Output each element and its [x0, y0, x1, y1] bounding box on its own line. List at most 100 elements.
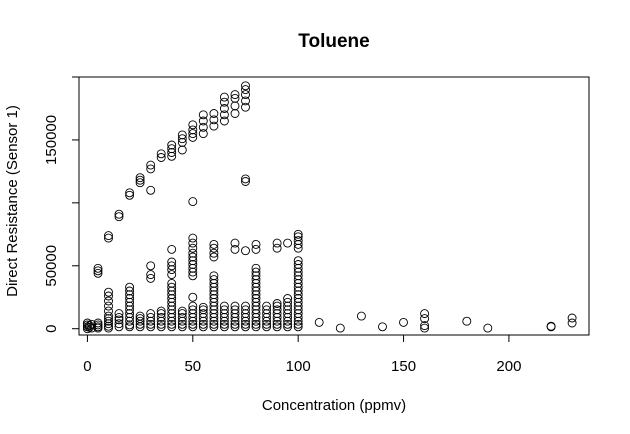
data-point [241, 102, 250, 112]
data-point [241, 322, 250, 332]
data-point [293, 236, 303, 246]
data-point [272, 322, 282, 332]
data-point [188, 243, 198, 253]
data-point [188, 125, 198, 135]
data-point [177, 137, 187, 147]
data-point [167, 322, 177, 332]
data-point [262, 322, 272, 332]
data-point [283, 305, 293, 315]
data-point [219, 319, 229, 329]
data-point [177, 130, 187, 140]
data-point [177, 319, 187, 329]
data-point [167, 270, 177, 280]
data-point [241, 246, 250, 256]
data-point [230, 90, 240, 100]
data-point [156, 309, 166, 319]
data-point [272, 243, 282, 253]
data-point [272, 299, 282, 308]
data-point [177, 306, 187, 316]
data-point [272, 305, 282, 315]
data-point [104, 311, 113, 321]
x-tick-label: 200 [496, 358, 521, 375]
data-point [188, 132, 198, 142]
data-point [146, 185, 156, 195]
data-point [177, 322, 187, 332]
data-point [198, 302, 208, 312]
x-tick-label: 100 [286, 358, 311, 375]
data-point [209, 319, 219, 329]
data-point [251, 290, 261, 300]
chart-title: Toluene [298, 31, 369, 52]
data-point [219, 97, 229, 107]
data-point [188, 292, 198, 302]
data-point [283, 294, 293, 303]
data-point [209, 243, 219, 253]
data-point [251, 294, 261, 303]
data-point [188, 252, 198, 262]
data-point [241, 90, 250, 100]
data-point [251, 275, 261, 285]
data-point [546, 321, 556, 331]
y-tick-label: 0 [43, 325, 60, 333]
data-point [209, 290, 219, 300]
data-point [209, 271, 219, 281]
data-point [125, 190, 135, 200]
data-point [293, 232, 303, 242]
data-point [483, 323, 493, 333]
data-point [156, 322, 166, 332]
data-point [219, 104, 229, 113]
data-point [335, 323, 345, 333]
data-point [167, 294, 177, 303]
data-point [135, 175, 145, 185]
data-point [198, 110, 208, 120]
data-point [241, 309, 250, 319]
data-point [188, 322, 198, 332]
data-point [114, 212, 124, 222]
data-point [188, 248, 198, 258]
data-point [230, 238, 240, 248]
data-point [104, 301, 113, 311]
data-point [146, 322, 156, 332]
data-points [82, 81, 577, 334]
data-point [209, 275, 219, 285]
data-point [209, 239, 219, 249]
data-point [104, 291, 113, 301]
data-point [241, 174, 250, 184]
data-point [293, 319, 303, 329]
data-point [251, 319, 261, 329]
data-point [230, 101, 240, 111]
data-point [156, 306, 166, 316]
data-point [209, 121, 219, 131]
data-point [293, 294, 303, 303]
data-point [230, 93, 240, 103]
data-point [125, 320, 135, 330]
data-point [209, 115, 219, 125]
data-point [188, 256, 198, 266]
data-point [230, 322, 240, 332]
data-point [104, 231, 113, 241]
data-point [251, 309, 261, 319]
data-point [219, 301, 229, 311]
data-point [198, 309, 208, 319]
y-axis-label: Direct Resistance (Sensor 1) [4, 105, 21, 297]
data-point [177, 309, 187, 319]
data-point [167, 257, 177, 267]
data-point [420, 321, 430, 331]
data-point [262, 319, 272, 329]
data-point [135, 314, 145, 324]
data-point [293, 290, 303, 300]
data-point [114, 309, 124, 319]
data-point [167, 290, 177, 300]
data-point [167, 309, 177, 319]
data-point [283, 319, 293, 329]
data-point [567, 313, 577, 323]
data-point [230, 244, 240, 254]
x-tick-label: 50 [184, 358, 201, 375]
data-point [219, 116, 229, 126]
data-point [241, 177, 250, 186]
data-point [283, 238, 293, 248]
data-point [209, 109, 219, 118]
data-point [87, 319, 97, 329]
data-point [188, 305, 198, 315]
